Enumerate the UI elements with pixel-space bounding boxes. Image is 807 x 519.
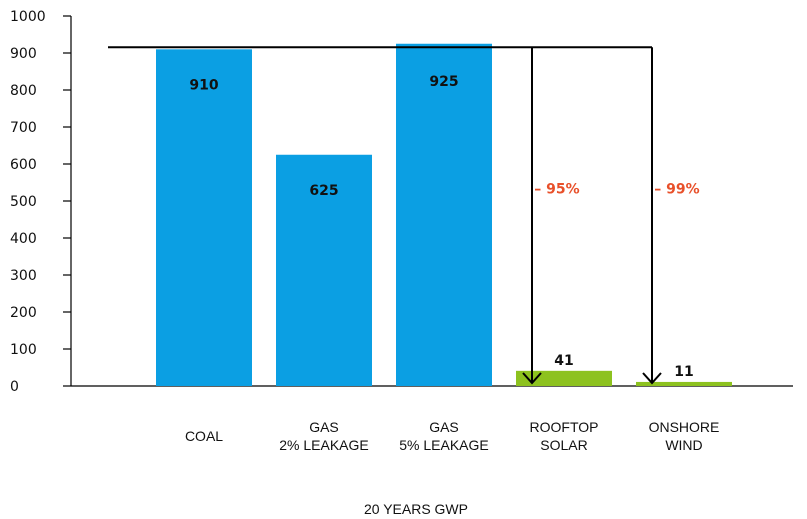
reduction-arrow-head — [642, 372, 662, 385]
data-label: 11 — [674, 364, 693, 380]
y-tick-label: 800 — [10, 83, 37, 99]
bar — [636, 381, 732, 386]
x-tick-label: 5% LEAKAGE — [399, 437, 489, 453]
bar — [516, 370, 612, 386]
data-label: 910 — [189, 77, 218, 93]
y-tick-label: 1000 — [10, 9, 46, 25]
x-tick-label: ONSHORE — [649, 419, 720, 435]
x-tick-label: ROOFTOP — [530, 419, 599, 435]
x-axis-label: 20 YEARS GWP — [364, 501, 468, 517]
reduction-label: – 99% — [654, 182, 699, 198]
y-tick-label: 400 — [10, 231, 37, 247]
x-tick-label: GAS — [309, 419, 339, 435]
x-tick-label: 2% LEAKAGE — [279, 437, 369, 453]
data-label: 925 — [429, 74, 458, 90]
bar — [396, 43, 492, 386]
reduction-arrows: – 95% – 99% — [108, 46, 700, 385]
reduction-arrow-head — [522, 372, 542, 385]
bar — [156, 49, 252, 387]
y-tick-label: 700 — [10, 120, 37, 136]
value-labels: 910 COAL 625 GAS 2% LEAKAGE 925 GAS 5% LEAKAGE 4… — [185, 74, 719, 453]
axes: 0 100 200 300 400 500 600 700 800 900 1000 — [10, 9, 793, 395]
x-tick-label: SOLAR — [540, 437, 587, 453]
y-tick-label: 100 — [10, 342, 37, 358]
x-tick-label: WIND — [665, 437, 702, 453]
y-tick-label: 600 — [10, 157, 37, 173]
bars — [156, 43, 732, 387]
reduction-label: – 95% — [534, 182, 579, 198]
y-tick-label: 500 — [10, 194, 37, 210]
bar — [276, 154, 372, 386]
data-label: 625 — [309, 183, 338, 199]
x-tick-label: GAS — [429, 419, 459, 435]
y-tick-label: 900 — [10, 46, 37, 62]
x-tick-label: COAL — [185, 428, 223, 444]
y-tick-label: 0 — [10, 379, 19, 395]
y-tick-label: 300 — [10, 268, 37, 284]
y-tick-label: 200 — [10, 305, 37, 321]
data-label: 41 — [554, 353, 573, 369]
